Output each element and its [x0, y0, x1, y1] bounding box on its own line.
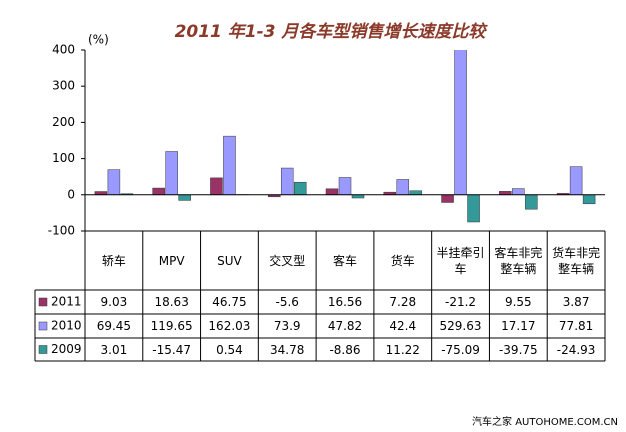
table-value: -15.47 — [152, 342, 191, 357]
table-value: -75.09 — [441, 342, 480, 357]
category-label: MPV — [158, 253, 185, 268]
table-value: 3.01 — [100, 342, 128, 357]
bar — [499, 191, 512, 196]
bar — [293, 181, 307, 196]
table-value: 69.45 — [96, 319, 132, 333]
table-value: -24.93 — [556, 342, 596, 357]
legend-label: 2009 — [51, 342, 82, 356]
table-value: 16.56 — [327, 295, 363, 309]
table-value: 77.81 — [558, 319, 594, 333]
y-tick-label: 200 — [52, 115, 75, 129]
table-value: 34.78 — [270, 342, 305, 357]
watermark: 汽车之家 AUTOHOME.COM.CN — [472, 415, 618, 428]
category-label: 货车非完整车辆 — [552, 245, 601, 276]
category-label: 客车 — [332, 253, 357, 268]
category-label: 交叉型 — [269, 253, 306, 268]
category-label: 半挂牵引车 — [436, 245, 485, 276]
legend-swatch — [38, 321, 48, 331]
bar — [467, 194, 480, 223]
bar — [223, 135, 236, 196]
y-tick-label: 100 — [52, 151, 75, 165]
table-value: -8.86 — [329, 342, 361, 357]
category-label: 轿车 — [101, 253, 126, 268]
table-value: 119.65 — [150, 319, 193, 333]
table-value: 9.55 — [504, 295, 532, 309]
table-value: 162.03 — [208, 319, 251, 333]
category-label: 货车 — [390, 253, 415, 268]
bar — [396, 179, 410, 196]
bar — [512, 188, 525, 196]
table-value: 18.63 — [154, 295, 189, 309]
table-value: 47.82 — [327, 319, 363, 333]
legend-label: 2011 — [51, 295, 82, 309]
bar — [280, 167, 294, 196]
y-tick-label: -100 — [48, 224, 75, 238]
chart-title: 2011 年1-3 月各车型销售增长速度比较 — [175, 22, 489, 42]
y-tick-label: 300 — [52, 79, 75, 93]
table-value: 17.17 — [501, 319, 536, 333]
bar — [178, 194, 191, 201]
table-value: 73.9 — [273, 319, 301, 333]
bar — [210, 177, 223, 196]
table-value: 0.54 — [216, 342, 243, 357]
table-value: -39.75 — [498, 342, 538, 357]
bar — [152, 187, 165, 196]
table-value: -5.6 — [275, 295, 299, 309]
bar — [409, 190, 423, 196]
y-tick-label: 0 — [67, 187, 75, 201]
bar — [569, 166, 583, 196]
legend-swatch — [38, 297, 48, 307]
y-unit: (%) — [88, 33, 109, 47]
bar — [338, 177, 352, 196]
bar — [107, 169, 121, 196]
y-tick-label: 400 — [52, 43, 75, 57]
bar — [441, 194, 454, 203]
category-label: SUV — [217, 253, 242, 268]
bar — [325, 188, 339, 196]
table-value: 529.63 — [439, 319, 482, 333]
bar — [582, 194, 596, 205]
table-value: -21.2 — [445, 295, 477, 309]
table-value: 42.4 — [389, 319, 417, 333]
category-label: 客车非完整车辆 — [494, 245, 543, 276]
table-value: 11.22 — [385, 342, 420, 357]
table-value: 3.87 — [562, 295, 590, 309]
legend-label: 2010 — [51, 319, 82, 333]
bar — [525, 194, 538, 210]
table-value: 7.28 — [389, 295, 417, 309]
table-value: 9.03 — [100, 295, 128, 309]
table-value: 46.75 — [212, 295, 247, 309]
legend-swatch — [38, 345, 48, 354]
bar — [165, 151, 178, 196]
